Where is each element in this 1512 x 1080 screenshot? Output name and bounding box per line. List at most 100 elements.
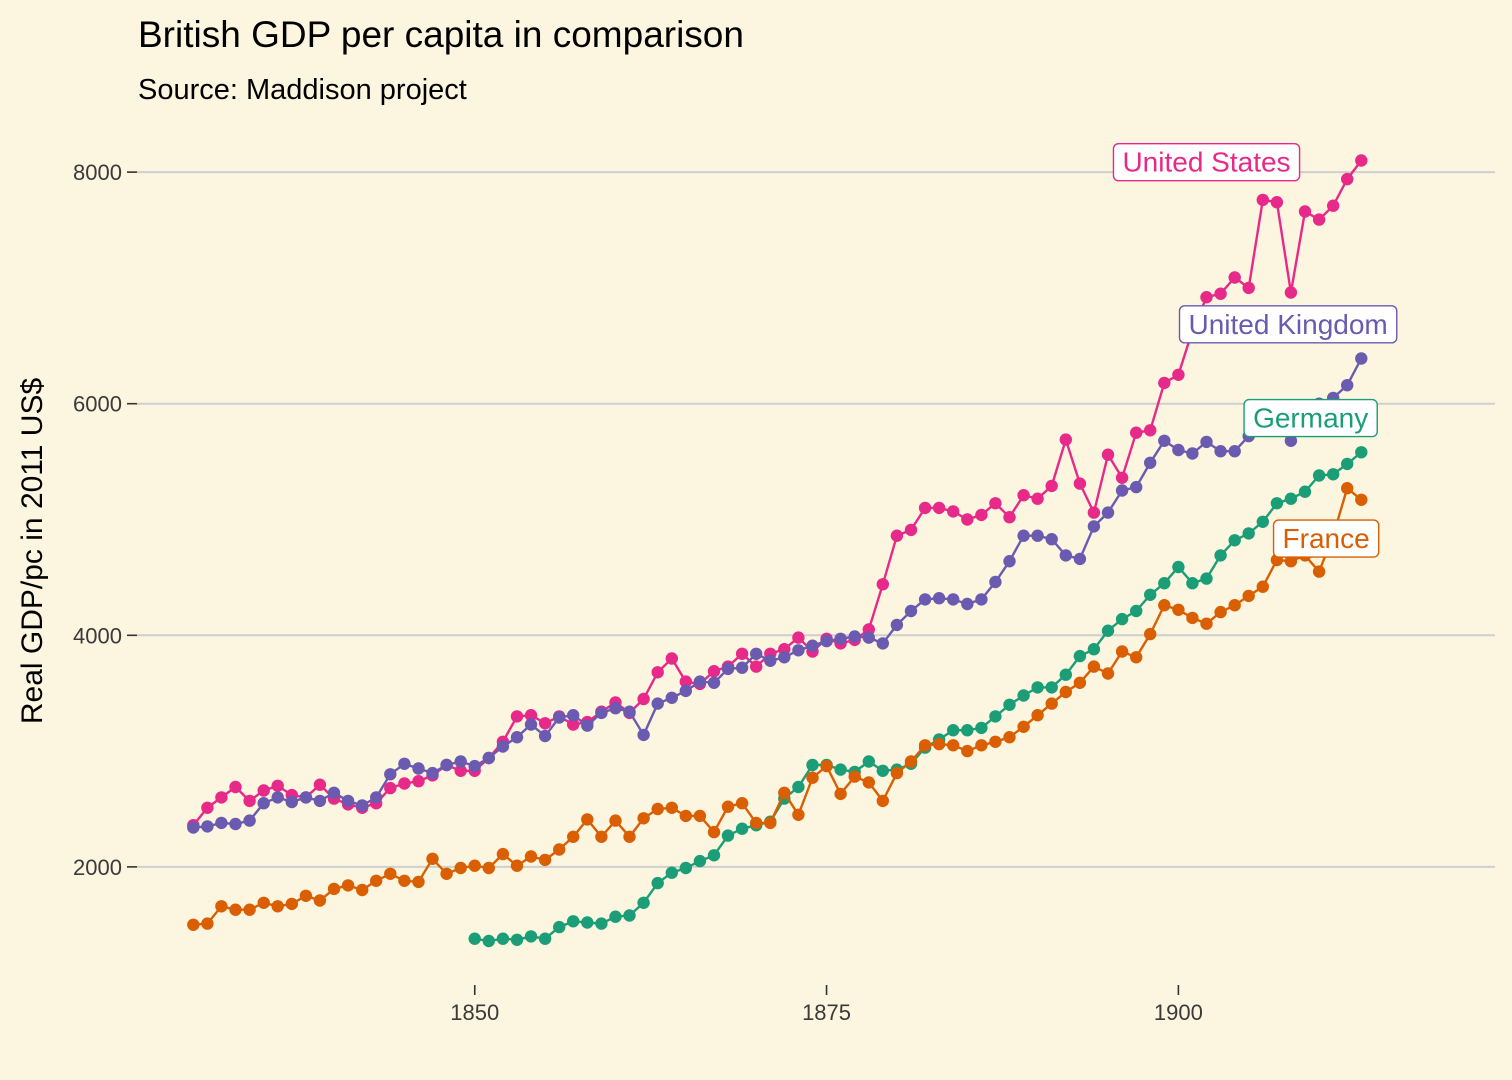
data-point (313, 894, 327, 907)
data-point (201, 801, 214, 814)
series-layer (187, 154, 1368, 948)
data-point (918, 739, 932, 752)
data-point (1355, 446, 1368, 459)
data-point (1045, 697, 1058, 710)
data-point (243, 794, 256, 808)
data-point (1242, 589, 1255, 603)
data-point (665, 652, 678, 665)
data-point (1228, 271, 1241, 284)
data-point (918, 501, 932, 515)
data-point (426, 852, 439, 865)
data-point (1214, 445, 1227, 458)
data-point (989, 710, 1002, 723)
data-point (567, 718, 580, 731)
data-point (1228, 599, 1241, 612)
x-tick-label-0: 1850 (450, 1000, 499, 1025)
y-tick-label-3: 8000 (73, 160, 122, 185)
data-point (1045, 479, 1058, 493)
series-1 (187, 352, 1368, 834)
data-point (961, 724, 974, 737)
data-point (1214, 287, 1227, 300)
series-label-text: France (1283, 523, 1370, 554)
data-point (947, 724, 960, 737)
series-line-0 (192, 159, 1363, 826)
data-point (904, 523, 918, 537)
series-label-0: United States (1112, 142, 1301, 182)
series-3 (187, 482, 1368, 931)
data-point (1341, 172, 1354, 186)
data-point (327, 882, 341, 896)
data-point (1341, 482, 1354, 495)
data-point (1200, 291, 1213, 304)
data-point (229, 780, 242, 794)
data-point (904, 604, 918, 618)
data-point (778, 786, 791, 799)
data-point (876, 578, 889, 591)
data-point (735, 661, 749, 674)
data-point (1130, 480, 1143, 494)
data-point (384, 867, 397, 880)
data-point (1059, 549, 1073, 562)
series-2 (468, 446, 1368, 948)
data-point (581, 813, 594, 826)
data-point (482, 934, 495, 948)
data-point (1172, 603, 1185, 616)
y-tick-label-1: 4000 (73, 623, 122, 648)
data-point (693, 675, 707, 688)
data-point (1312, 213, 1326, 226)
series-line-3 (193, 486, 1363, 926)
data-point (215, 791, 228, 804)
data-point (961, 513, 974, 526)
data-point (961, 744, 974, 758)
series-label-3: France (1272, 519, 1380, 558)
data-point (1130, 604, 1143, 618)
data-point (961, 597, 974, 611)
data-point (1355, 352, 1368, 365)
data-point (778, 651, 791, 664)
series-0 (187, 154, 1368, 832)
data-point (257, 896, 270, 909)
data-point (271, 791, 284, 804)
data-point (862, 631, 875, 644)
data-point (412, 775, 425, 788)
data-point (1172, 560, 1185, 574)
data-point (1059, 668, 1073, 681)
data-point (707, 825, 721, 839)
data-point (1045, 681, 1058, 694)
data-point (538, 717, 552, 730)
data-point (876, 794, 889, 808)
data-point (890, 529, 904, 542)
data-point (482, 751, 495, 765)
series-label-box (1243, 398, 1378, 438)
data-point (243, 903, 256, 916)
data-point (806, 639, 819, 652)
data-point (257, 797, 270, 810)
data-point (524, 930, 538, 943)
data-point (370, 874, 383, 887)
data-point (820, 634, 833, 648)
data-point (496, 932, 510, 945)
data-point (187, 918, 200, 931)
data-point (1214, 549, 1227, 562)
data-point (609, 910, 622, 923)
data-point (792, 808, 805, 821)
data-point (327, 786, 341, 799)
data-point (820, 759, 833, 773)
data-point (806, 771, 819, 784)
data-point (1115, 471, 1129, 484)
data-point (989, 497, 1002, 510)
data-point (1073, 649, 1087, 663)
data-point (1172, 368, 1185, 381)
data-point (1270, 196, 1284, 209)
data-point (1115, 645, 1129, 658)
data-point (313, 778, 327, 791)
data-point (1158, 599, 1171, 612)
data-point (651, 802, 664, 816)
data-point (904, 755, 918, 768)
data-point (1327, 199, 1340, 212)
data-point (1101, 506, 1115, 519)
data-point (890, 766, 904, 780)
axis-layer: 2000 4000 6000 8000 1850 1875 1900 (73, 160, 1203, 1025)
series-label-text: United States (1122, 147, 1290, 178)
data-point (229, 903, 242, 916)
